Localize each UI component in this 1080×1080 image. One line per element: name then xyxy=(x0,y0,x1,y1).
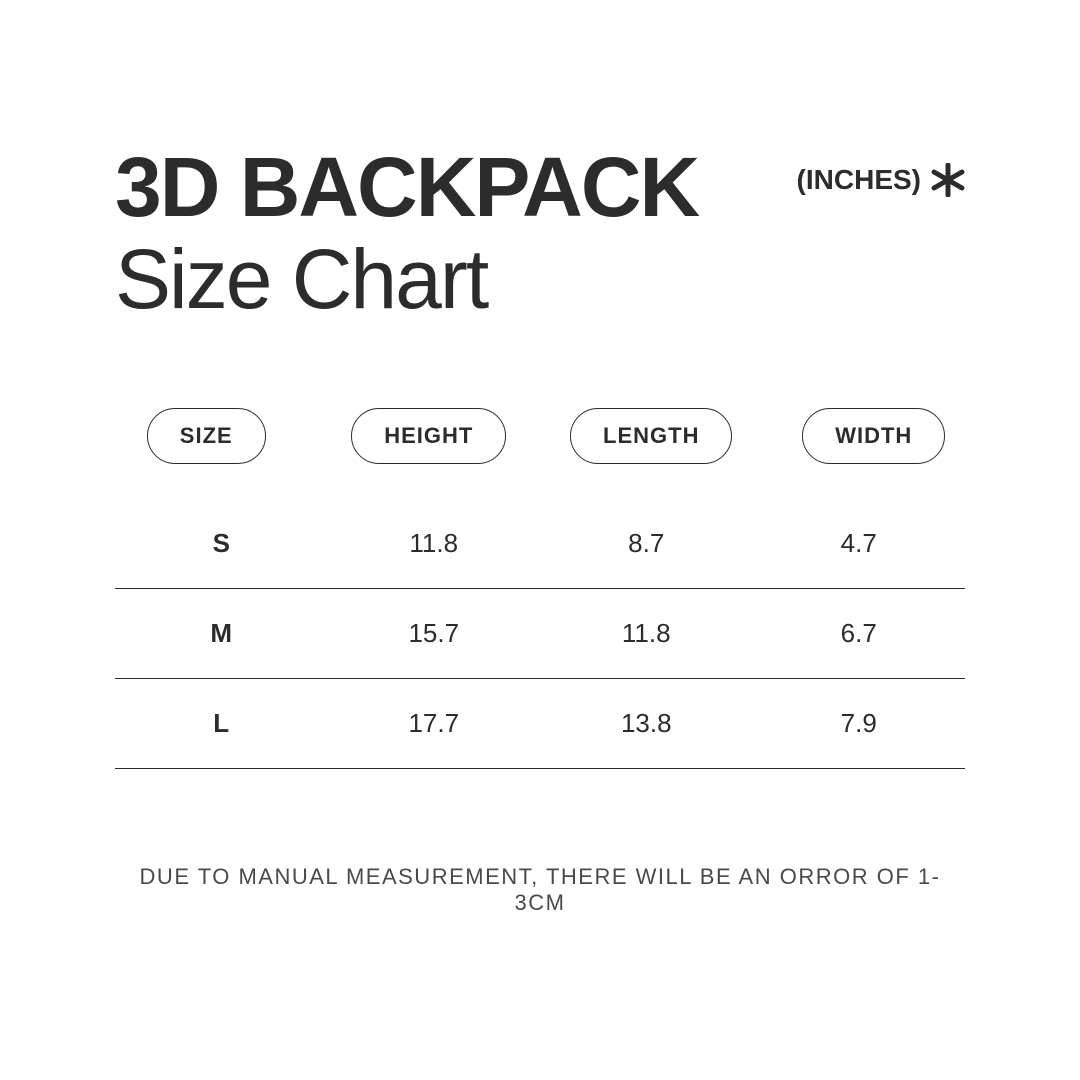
cell-size: M xyxy=(115,618,328,649)
cell-height: 11.8 xyxy=(328,528,541,559)
unit-label: (INCHES) xyxy=(797,164,921,196)
cell-length: 8.7 xyxy=(540,528,753,559)
size-chart: 3D BACKPACK Size Chart (INCHES) SIZE HEI… xyxy=(115,145,965,916)
col-height: HEIGHT xyxy=(338,408,521,464)
cell-width: 4.7 xyxy=(753,528,966,559)
table-header: SIZE HEIGHT LENGTH WIDTH xyxy=(115,408,965,464)
cell-length: 13.8 xyxy=(540,708,753,739)
cell-size: L xyxy=(115,708,328,739)
asterisk-icon xyxy=(931,163,965,197)
cell-size: S xyxy=(115,528,328,559)
title-bold: 3D BACKPACK xyxy=(115,145,698,229)
col-size-label: SIZE xyxy=(147,408,266,464)
col-width-label: WIDTH xyxy=(802,408,945,464)
col-length-label: LENGTH xyxy=(570,408,732,464)
cell-height: 17.7 xyxy=(328,708,541,739)
cell-length: 11.8 xyxy=(540,618,753,649)
footnote: DUE TO MANUAL MEASUREMENT, THERE WILL BE… xyxy=(115,864,965,916)
col-height-label: HEIGHT xyxy=(351,408,506,464)
col-length: LENGTH xyxy=(560,408,743,464)
header-row: 3D BACKPACK Size Chart (INCHES) xyxy=(115,145,965,323)
table-row: S 11.8 8.7 4.7 xyxy=(115,499,965,589)
cell-height: 15.7 xyxy=(328,618,541,649)
table-body: S 11.8 8.7 4.7 M 15.7 11.8 6.7 L 17.7 13… xyxy=(115,499,965,769)
unit-block: (INCHES) xyxy=(797,163,965,197)
table-row: M 15.7 11.8 6.7 xyxy=(115,589,965,679)
title-block: 3D BACKPACK Size Chart xyxy=(115,145,698,323)
cell-width: 7.9 xyxy=(753,708,966,739)
col-size: SIZE xyxy=(115,408,298,464)
col-width: WIDTH xyxy=(783,408,966,464)
cell-width: 6.7 xyxy=(753,618,966,649)
size-table: SIZE HEIGHT LENGTH WIDTH S 11.8 8.7 4.7 … xyxy=(115,408,965,769)
table-row: L 17.7 13.8 7.9 xyxy=(115,679,965,769)
title-thin: Size Chart xyxy=(115,235,698,323)
